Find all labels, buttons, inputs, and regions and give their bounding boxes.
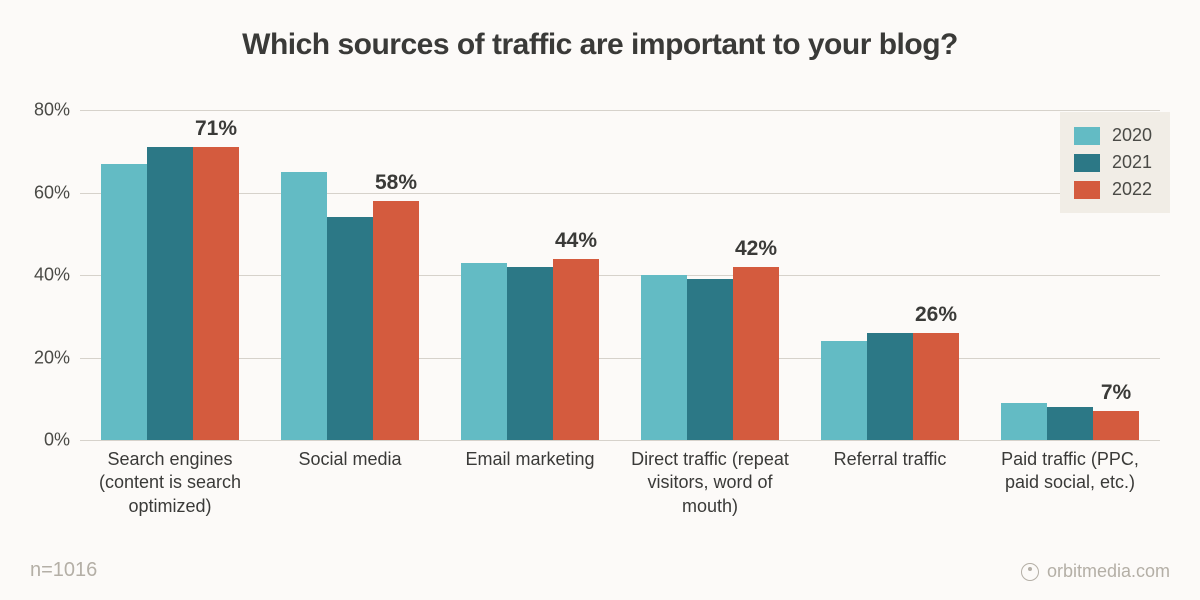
y-tick-label: 20% — [34, 347, 70, 368]
bar: 71% — [193, 147, 239, 440]
bar: 26% — [913, 333, 959, 440]
bar — [821, 341, 867, 440]
bar — [147, 147, 193, 440]
legend-label: 2022 — [1112, 179, 1152, 200]
sample-size-label: n=1016 — [30, 559, 97, 582]
legend-label: 2021 — [1112, 152, 1152, 173]
bar-value-label: 71% — [195, 117, 237, 147]
legend-swatch — [1074, 154, 1100, 172]
brand-text: orbitmedia.com — [1047, 561, 1170, 582]
legend-swatch — [1074, 127, 1100, 145]
bar-value-label: 42% — [735, 237, 777, 267]
bar-group: 71% — [95, 110, 245, 440]
bar — [867, 333, 913, 440]
bar-value-label: 44% — [555, 229, 597, 259]
legend-label: 2020 — [1112, 125, 1152, 146]
gridline: 0% — [80, 440, 1160, 441]
bar — [687, 279, 733, 440]
bar-value-label: 26% — [915, 303, 957, 333]
legend: 2020 2021 2022 — [1060, 112, 1170, 213]
bar-value-label: 7% — [1101, 381, 1131, 411]
bar — [507, 267, 553, 440]
brand-attribution: orbitmedia.com — [1021, 561, 1170, 582]
bar — [1047, 407, 1093, 440]
legend-item: 2021 — [1074, 149, 1152, 176]
bar — [641, 275, 687, 440]
x-axis-labels: Search engines (content is search optimi… — [80, 448, 1160, 518]
bar-group: 26% — [815, 110, 965, 440]
bar: 7% — [1093, 411, 1139, 440]
y-tick-label: 40% — [34, 265, 70, 286]
bar — [461, 263, 507, 440]
bar: 42% — [733, 267, 779, 440]
chart-title: Which sources of traffic are important t… — [0, 0, 1200, 62]
bar-group: 42% — [635, 110, 785, 440]
bar-group: 44% — [455, 110, 605, 440]
y-tick-label: 80% — [34, 100, 70, 121]
legend-item: 2022 — [1074, 176, 1152, 203]
bar — [327, 217, 373, 440]
plot-area: 0%20%40%60%80% 71%58%44%42%26%7% — [80, 110, 1160, 440]
bar-value-label: 58% — [375, 171, 417, 201]
x-axis-label: Paid traffic (PPC, paid social, etc.) — [985, 448, 1155, 518]
y-tick-label: 0% — [44, 430, 70, 451]
bar: 58% — [373, 201, 419, 440]
x-axis-label: Referral traffic — [805, 448, 975, 518]
x-axis-label: Direct traffic (repeat visitors, word of… — [625, 448, 795, 518]
orbit-icon — [1021, 563, 1039, 581]
legend-item: 2020 — [1074, 122, 1152, 149]
legend-swatch — [1074, 181, 1100, 199]
bar — [1001, 403, 1047, 440]
bar — [281, 172, 327, 440]
x-axis-label: Social media — [265, 448, 435, 518]
bars-container: 71% 58% 44% 42% 26% 7% — [80, 110, 1160, 440]
x-axis-label: Email marketing — [445, 448, 615, 518]
bar-group: 58% — [275, 110, 425, 440]
x-axis-label: Search engines (content is search optimi… — [85, 448, 255, 518]
bar — [101, 164, 147, 440]
bar: 44% — [553, 259, 599, 441]
y-tick-label: 60% — [34, 182, 70, 203]
